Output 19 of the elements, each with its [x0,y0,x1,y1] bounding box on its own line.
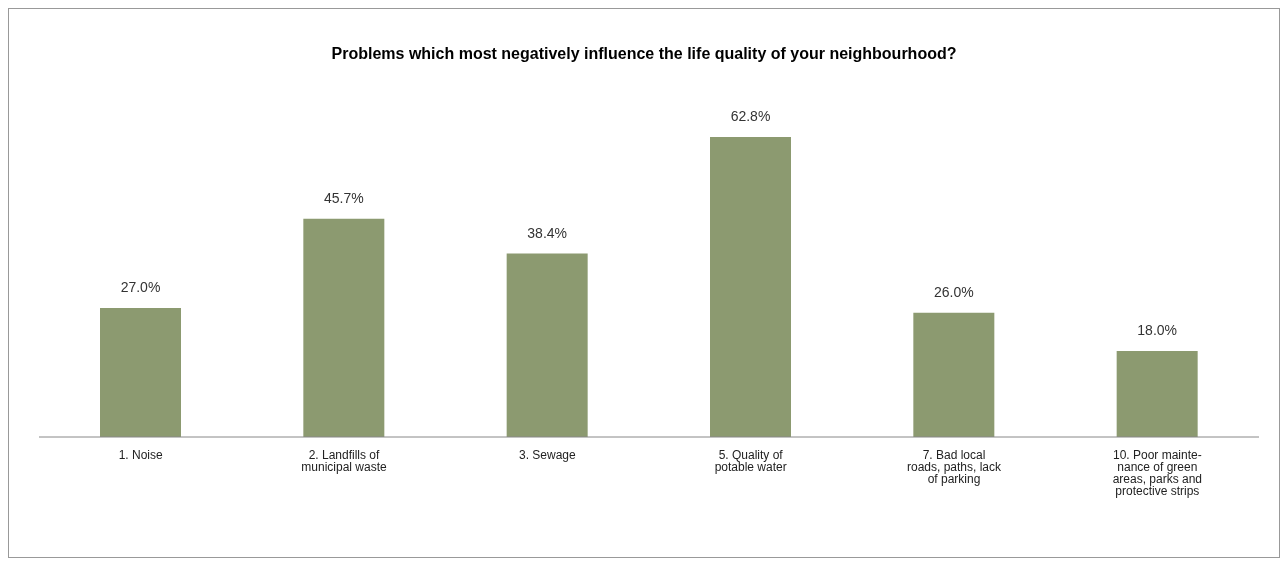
bar [100,308,181,437]
x-tick-label: 2. Landfills of municipal waste [301,448,388,474]
data-label: 45.7% [323,189,364,206]
x-tick-label: 10. Poor mainte-nance of green areas, parks and protective strips [1112,448,1203,498]
bar [1116,351,1198,437]
bar [913,312,995,437]
x-tick-label: 7. Bad local roads, paths, lack of parking [906,448,1003,486]
data-label: 26.0% [933,283,974,300]
bar [303,218,385,437]
bar [710,137,791,437]
data-label: 62.8% [730,108,771,124]
data-label: 18.0% [1137,322,1178,339]
x-tick-label: 3. Sewage [518,448,577,462]
bar [506,253,588,437]
x-tick-label: 1. Noise [118,448,163,462]
data-label: 38.4% [527,224,568,241]
x-tick-label: 5. Quality of potable water [714,448,787,474]
chart-title: Problems which most negatively influence the life quality of your neighbourhood? [330,44,958,64]
data-label: 27.0% [120,279,161,296]
